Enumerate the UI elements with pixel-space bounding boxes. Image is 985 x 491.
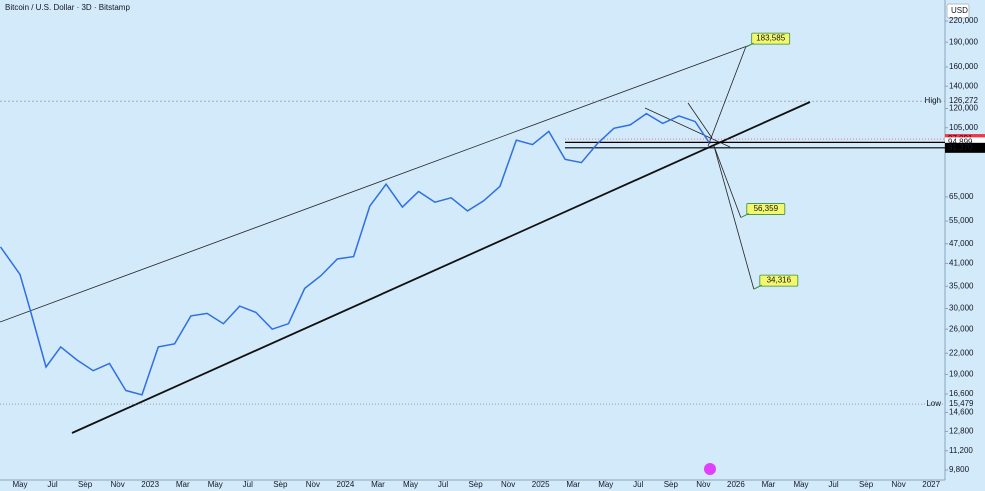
target-pointer [753, 284, 763, 290]
y-tick-label: 9,800 [949, 465, 970, 474]
x-tick-label: Sep [859, 480, 874, 489]
y-tick-label: 55,000 [949, 216, 974, 225]
y-tick-label: 160,000 [949, 62, 978, 71]
currency-box [946, 3, 970, 19]
x-tick-label: Jul [438, 480, 448, 489]
x-tick-label: Nov [892, 480, 906, 489]
high-value: 126,272 [949, 96, 978, 105]
x-tick-label: Nov [696, 480, 710, 489]
y-tick-label: 35,000 [949, 281, 974, 290]
x-tick-label: May [403, 480, 418, 489]
target-box [746, 203, 786, 215]
event-icon [704, 463, 716, 475]
price-label: 91,370 [948, 143, 973, 152]
x-tick-label: Jul [243, 480, 253, 489]
x-tick-label: Jul [47, 480, 57, 489]
y-tick-label: 19,000 [949, 370, 974, 379]
y-tick-label: 11,200 [949, 446, 973, 455]
x-tick-label: May [598, 480, 613, 489]
price-axis [945, 0, 985, 491]
y-tick-label: 105,000 [949, 123, 978, 132]
price-label: 94,899 [948, 137, 973, 146]
x-tick-label: 2024 [337, 480, 355, 489]
x-tick-label: 2027 [922, 480, 940, 489]
x-tick-label: May [208, 480, 223, 489]
wedge-line [687, 102, 713, 139]
x-tick-label: Sep [273, 480, 288, 489]
projection [707, 46, 747, 147]
chart-title: Bitcoin / U.S. Dollar · 3D · Bitstamp [5, 3, 130, 12]
target-pointer [745, 42, 754, 48]
target-label: 183,585 [756, 34, 785, 43]
x-tick-label: Sep [664, 480, 679, 489]
y-tick-label: 47,000 [949, 239, 974, 248]
price-line-series [0, 112, 711, 396]
x-tick-label: May [12, 480, 27, 489]
target-box [751, 32, 791, 45]
x-tick-label: Mar [371, 480, 385, 489]
x-tick-label: Mar [762, 480, 776, 489]
channel-lower [71, 101, 811, 434]
target-label: 34,316 [767, 276, 792, 285]
target-pointer [740, 213, 750, 218]
low-value: 15,479 [949, 399, 974, 408]
low-label: Low [926, 399, 941, 408]
x-tick-label: 2025 [532, 480, 550, 489]
y-tick-label: 190,000 [949, 37, 978, 46]
price-box [945, 142, 985, 153]
x-tick-label: Nov [306, 480, 320, 489]
currency: USD [951, 6, 968, 15]
x-tick-label: 2023 [141, 480, 159, 489]
x-tick-label: Sep [468, 480, 483, 489]
projection [713, 145, 742, 218]
x-tick-label: Sep [78, 480, 93, 489]
x-tick-label: Nov [111, 480, 125, 489]
y-tick-label: 41,000 [949, 259, 974, 268]
x-tick-label: Mar [176, 480, 190, 489]
y-tick-label: 30,000 [949, 304, 974, 313]
x-tick-label: Jul [828, 480, 838, 489]
plot-bg [0, 0, 945, 480]
y-tick-label: 12,800 [949, 427, 974, 436]
x-tick-label: 2026 [727, 480, 745, 489]
x-tick-label: Jul [633, 480, 643, 489]
projection [713, 145, 755, 290]
target-box [759, 274, 799, 287]
x-tick-label: May [793, 480, 808, 489]
y-tick-label: 120,000 [949, 104, 978, 113]
y-tick-label: 26,000 [949, 324, 974, 333]
channel-upper [0, 44, 751, 323]
high-label: High [925, 96, 941, 105]
x-tick-label: Mar [566, 480, 580, 489]
y-tick-label: 14,600 [949, 408, 974, 417]
y-tick-label: 65,000 [949, 192, 974, 201]
y-tick-label: 16,600 [949, 389, 974, 398]
y-tick-label: 140,000 [949, 81, 978, 90]
y-tick-label: 220,000 [949, 16, 978, 25]
wedge-line [644, 107, 731, 148]
x-tick-label: Nov [501, 480, 515, 489]
target-label: 56,359 [754, 204, 779, 213]
price-box [945, 137, 985, 148]
y-tick-label: 22,000 [949, 348, 974, 357]
